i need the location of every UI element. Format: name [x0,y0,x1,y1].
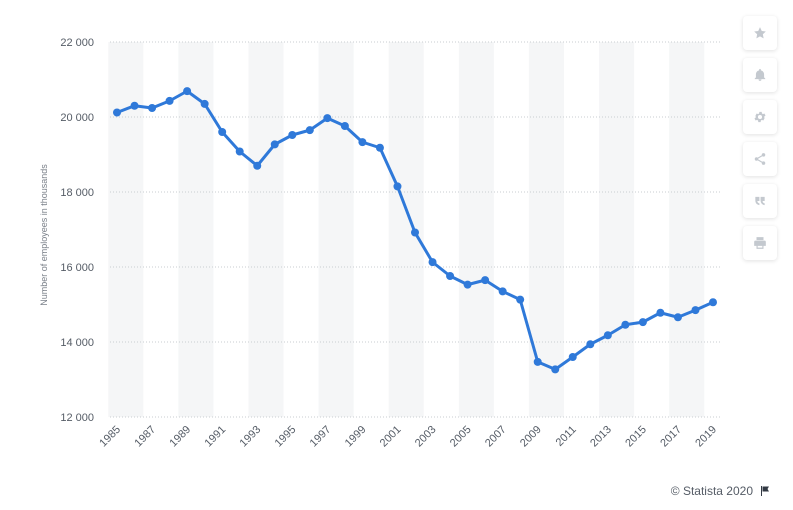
favorite-button[interactable] [743,16,777,50]
data-point [533,357,542,366]
data-point [586,340,595,349]
x-tick-label: 2009 [518,424,544,450]
data-point [340,122,349,130]
data-point [516,295,525,304]
star-icon [754,27,766,39]
data-point [200,99,209,108]
data-point [235,147,244,156]
plot-band [458,42,494,417]
plot-band [108,42,144,417]
x-tick-label: 1999 [343,424,369,450]
flag-icon [761,486,769,496]
data-point [358,138,367,147]
data-point [638,318,647,327]
x-tick-label: 2007 [483,424,509,450]
gear-icon [754,111,766,123]
x-tick-label: 2003 [413,424,439,450]
data-point [253,161,262,170]
quote-icon [755,196,765,206]
data-point [130,101,139,110]
x-tick-label: 2017 [658,424,684,450]
x-tick-label: 2015 [623,424,649,450]
data-point [673,313,682,322]
y-tick-label: 20 000 [60,112,94,124]
data-point [375,143,384,152]
x-tick-label: 1995 [273,424,299,450]
notification-button[interactable] [743,58,777,92]
plot-band [248,42,284,417]
x-tick-label: 1989 [167,424,193,450]
data-point [323,114,332,123]
data-point [446,272,455,280]
data-point [603,331,612,340]
x-tick-label: 2019 [693,424,719,450]
cite-button[interactable] [743,184,777,218]
data-point [656,308,665,317]
credit[interactable]: © Statista 2020 [671,484,771,498]
data-point [165,96,174,105]
data-point [568,353,577,361]
y-tick-label: 22 000 [60,37,94,49]
x-tick-label: 2013 [588,424,614,450]
data-point [288,131,297,139]
data-point [113,108,121,117]
data-point [218,128,227,136]
x-tick-label: 1987 [132,424,158,450]
x-tick-label: 1993 [238,424,264,450]
data-point [691,306,700,315]
share-icon [754,153,766,165]
data-point [463,280,472,289]
plot-band [669,42,705,417]
credit-text: © Statista 2020 [670,484,753,498]
data-point [148,104,157,112]
x-tick-label: 2011 [554,424,579,449]
y-tick-label: 16 000 [60,262,94,274]
data-point [428,258,437,267]
data-point [481,276,490,285]
x-tick-label: 1991 [202,424,228,450]
x-tick-label: 2005 [448,424,474,450]
print-button[interactable] [743,226,777,260]
data-point [621,320,630,329]
data-point [709,298,717,307]
print-icon [754,237,766,249]
x-tick-label: 1985 [97,424,123,450]
x-tick-label: 1997 [308,424,334,450]
data-point [305,126,314,135]
y-tick-label: 14 000 [60,337,94,349]
data-point [270,140,279,149]
share-button[interactable] [743,142,777,176]
data-point [411,228,419,237]
data-point [498,287,507,296]
y-tick-label: 18 000 [60,187,94,199]
plot-band [599,42,635,417]
plot-band [318,42,354,417]
x-tick-label: 2001 [378,424,404,450]
y-tick-label: 12 000 [60,412,94,424]
plot-band [388,42,424,417]
toolbar [743,16,777,268]
data-point [393,182,402,191]
settings-button[interactable] [743,100,777,134]
data-point [183,87,192,96]
data-point [551,365,560,374]
bell-icon [754,68,766,81]
